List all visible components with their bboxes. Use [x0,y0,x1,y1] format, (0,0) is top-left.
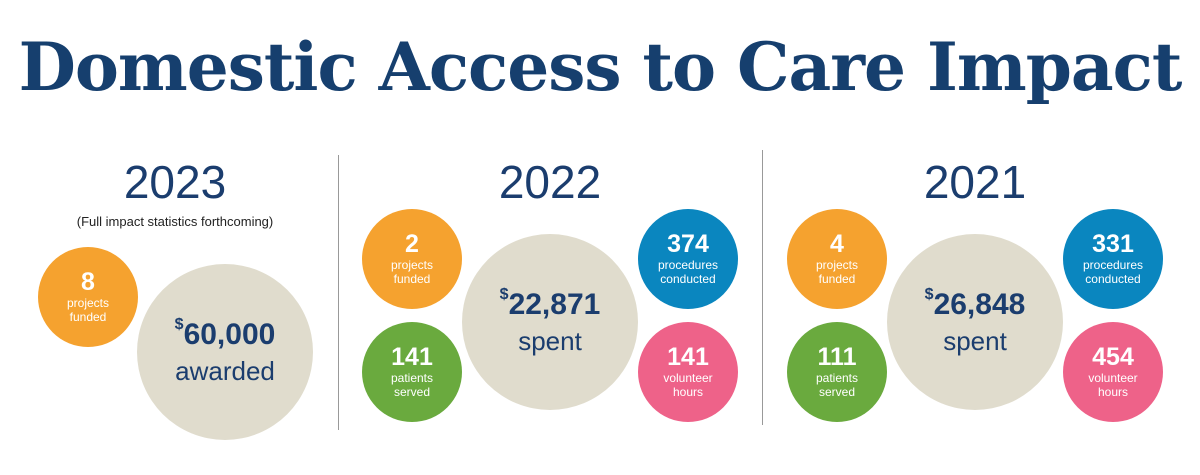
prefix: $ [174,315,184,333]
stat-label: procedures conducted [1082,257,1144,287]
stat-value: 141 [391,343,433,372]
stat-circle: 141 patients served [362,322,462,422]
stat-circle: 111 patients served [787,322,887,422]
stat-circle: 374 procedures conducted [638,209,738,309]
stat-value: 374 [667,230,709,259]
main-stat: $22,871 spent [462,234,638,410]
stat-label: patients served [390,370,434,400]
stat-value: 4 [830,230,844,259]
main-value-row: $22,871 [499,285,601,322]
stat-circle: 4 projects funded [787,209,887,309]
stat-label: projects funded [390,257,434,287]
stat-circle: 2 projects funded [362,209,462,309]
prefix: $ [924,285,934,303]
stat-value: 2 [405,230,419,259]
main-stat: $26,848 spent [887,234,1063,410]
stat-circle: 331 procedures conducted [1063,209,1163,309]
stat-label: procedures conducted [657,257,719,287]
year: 2022 [498,156,602,208]
main-label: spent [518,325,582,356]
stat-label: projects funded [815,257,859,287]
stat-label: projects funded [66,295,110,325]
stat-label: volunteer hours [1088,370,1138,400]
main-value: 26,848 [933,287,1026,321]
main-value-row: $26,848 [924,285,1026,322]
stat-value: 8 [81,268,95,297]
year: 2023 [123,156,227,208]
stat-value: 141 [667,343,709,372]
stat-label: patients served [815,370,859,400]
stat-circle: 454 volunteer hours [1063,322,1163,422]
main-value: 60,000 [183,317,276,351]
main-stat: $60,000 awarded [137,264,313,440]
stat-value: 454 [1092,343,1134,372]
stat-value: 331 [1092,230,1134,259]
divider [762,150,763,425]
stat-circle: 8 projects funded [38,247,138,347]
main-value-row: $60,000 [174,315,276,352]
title: Domestic Access to Care Impact [18,28,1183,106]
prefix: $ [499,285,509,303]
note: (Full impact statistics forthcoming) [76,214,274,229]
main-label: spent [943,325,1007,356]
divider [338,155,339,430]
main-value: 22,871 [508,287,601,321]
stat-value: 111 [817,343,857,372]
stat-circle: 141 volunteer hours [638,322,738,422]
main-label: awarded [175,355,275,386]
stat-label: volunteer hours [663,370,713,400]
year: 2021 [923,156,1027,208]
